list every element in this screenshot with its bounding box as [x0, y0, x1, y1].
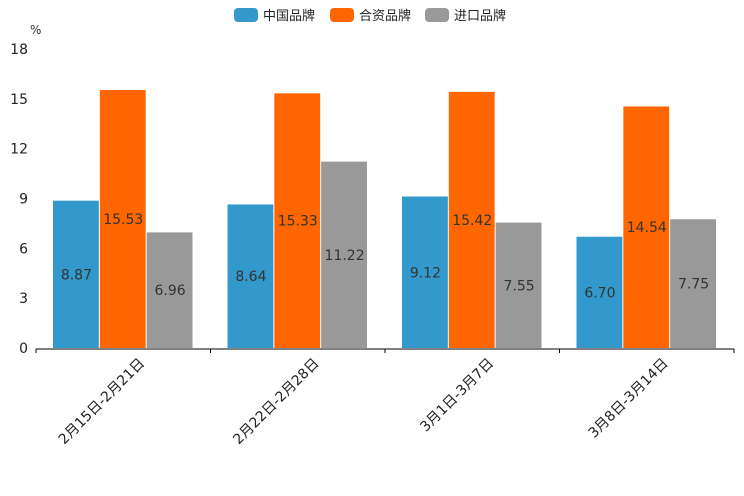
bar [146, 232, 193, 348]
legend-label: 中国品牌 [263, 8, 315, 24]
y-tick-label: 15 [10, 92, 28, 108]
data-label: 7.75 [678, 277, 709, 293]
data-label: 7.55 [503, 278, 534, 294]
y-tick-label: 6 [19, 241, 28, 257]
bar [53, 200, 99, 348]
bar [99, 90, 146, 348]
bar [495, 222, 542, 348]
data-label: 15.53 [103, 212, 143, 228]
legend-label: 合资品牌 [359, 8, 411, 24]
y-tick-label: 12 [10, 142, 28, 158]
data-label: 15.33 [278, 214, 318, 230]
data-label: 8.87 [61, 267, 92, 283]
bar [227, 204, 274, 348]
y-axis-unit-label: % [30, 23, 41, 37]
x-tick-label: 2月22日-2月28日 [230, 356, 322, 448]
bar [670, 219, 716, 348]
data-label: 6.96 [154, 283, 185, 299]
y-tick-label: 0 [19, 341, 28, 357]
data-label: 15.42 [452, 213, 492, 229]
bars: 8.87 8.64 9.12 6.70 15.53 15.33 15.42 14.54 6.96… [53, 90, 716, 349]
legend: 中国品牌 合资品牌 进口品牌 [234, 8, 506, 24]
bar [402, 196, 448, 348]
y-tick-label: 18 [10, 42, 28, 58]
data-label: 14.54 [627, 220, 667, 236]
data-label: 9.12 [410, 265, 441, 281]
legend-swatch [425, 8, 449, 22]
data-label: 11.22 [325, 248, 365, 264]
bar [448, 91, 495, 349]
bar [623, 106, 670, 348]
bar [321, 161, 367, 348]
x-tick-label: 2月15日-2月21日 [56, 356, 148, 448]
legend-swatch [234, 8, 258, 22]
legend-label: 进口品牌 [454, 8, 506, 24]
y-tick-label: 9 [19, 192, 28, 208]
x-tick-label: 3月8日-3月14日 [586, 356, 672, 442]
x-tick-label: 3月1日-3月7日 [417, 356, 497, 436]
bar [274, 93, 321, 348]
legend-swatch [330, 8, 354, 22]
data-label: 6.70 [584, 285, 615, 301]
data-label: 8.64 [235, 269, 266, 285]
y-axis: 0 3 6 9 12 15 18 [10, 42, 28, 357]
y-tick-label: 3 [19, 291, 28, 307]
bar [576, 236, 623, 348]
x-axis: 2月15日-2月21日 2月22日-2月28日 3月1日-3月7日 3月8日-3月14… [35, 348, 735, 448]
